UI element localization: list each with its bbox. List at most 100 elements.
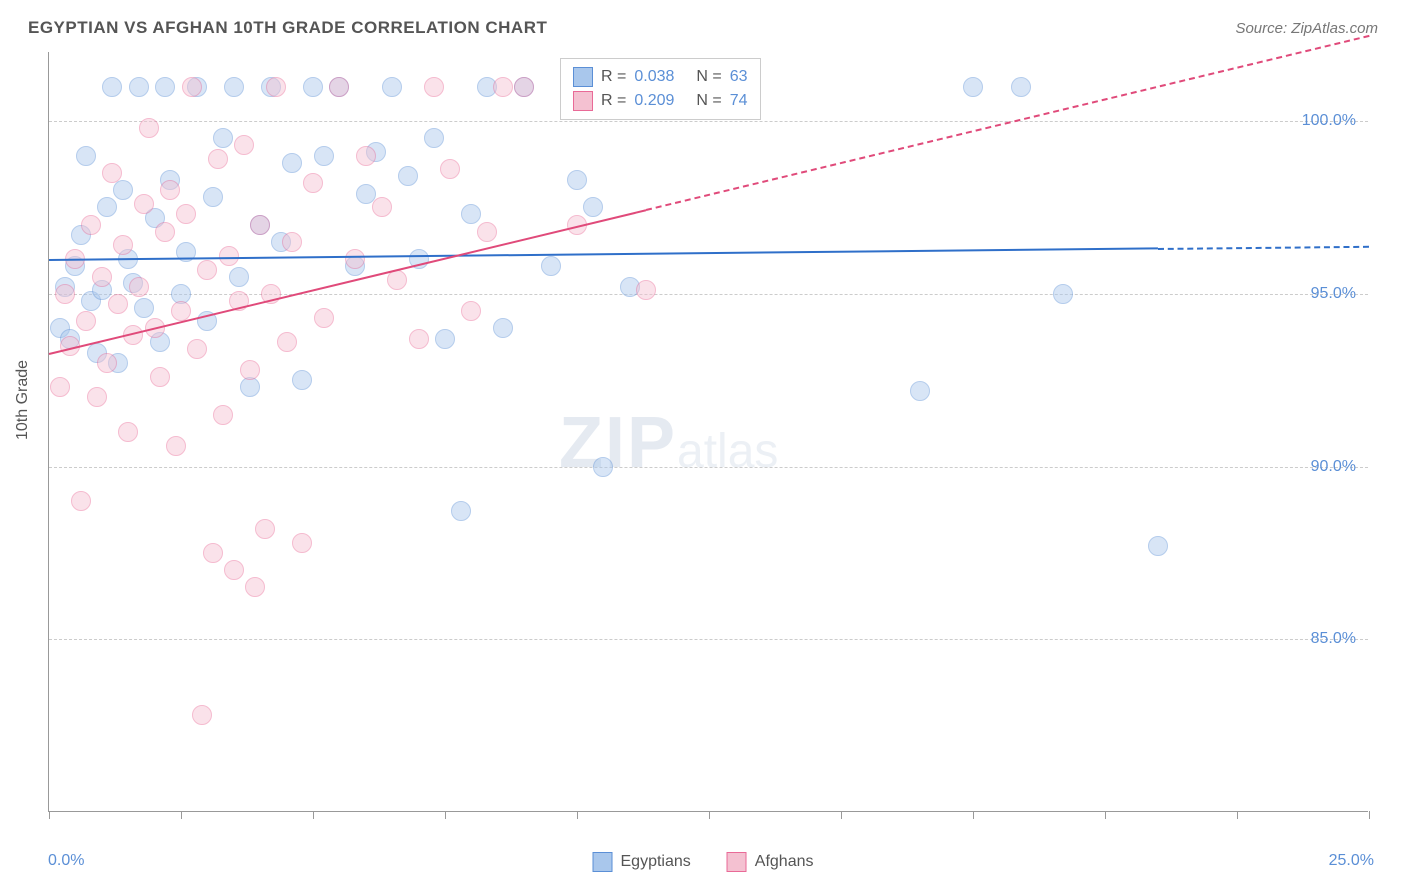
scatter-point	[493, 77, 513, 97]
scatter-point	[567, 170, 587, 190]
scatter-point	[108, 294, 128, 314]
legend-r-label: R =	[601, 68, 626, 86]
scatter-point	[71, 491, 91, 511]
scatter-point	[303, 173, 323, 193]
scatter-point	[176, 204, 196, 224]
scatter-point	[219, 246, 239, 266]
x-tick	[181, 811, 182, 819]
scatter-point	[292, 533, 312, 553]
scatter-point	[224, 560, 244, 580]
scatter-point	[493, 318, 513, 338]
legend-swatch	[573, 91, 593, 111]
scatter-point	[97, 353, 117, 373]
scatter-point	[224, 77, 244, 97]
scatter-point	[139, 118, 159, 138]
legend-r-value: 0.209	[634, 92, 674, 110]
scatter-point	[50, 377, 70, 397]
scatter-point	[282, 153, 302, 173]
legend-n-value: 63	[730, 68, 748, 86]
scatter-point	[963, 77, 983, 97]
x-tick	[1105, 811, 1106, 819]
scatter-point	[387, 270, 407, 290]
x-tick	[445, 811, 446, 819]
legend-swatch	[593, 852, 613, 872]
x-tick	[841, 811, 842, 819]
scatter-point	[292, 370, 312, 390]
scatter-point	[1053, 284, 1073, 304]
scatter-point	[55, 284, 75, 304]
scatter-point	[329, 77, 349, 97]
x-tick-label-max: 25.0%	[1329, 852, 1374, 870]
scatter-point	[134, 298, 154, 318]
scatter-point	[234, 135, 254, 155]
trend-line	[49, 248, 1158, 262]
scatter-point	[97, 197, 117, 217]
scatter-point	[593, 457, 613, 477]
scatter-point	[92, 267, 112, 287]
chart-source: Source: ZipAtlas.com	[1235, 20, 1378, 37]
x-tick	[313, 811, 314, 819]
legend-r-label: R =	[601, 92, 626, 110]
scatter-point	[187, 339, 207, 359]
scatter-point	[382, 77, 402, 97]
scatter-point	[541, 256, 561, 276]
scatter-point	[250, 215, 270, 235]
scatter-point	[910, 381, 930, 401]
x-tick	[709, 811, 710, 819]
chart-title: EGYPTIAN VS AFGHAN 10TH GRADE CORRELATIO…	[28, 18, 547, 38]
correlation-legend: R =0.038N =63R =0.209N =74	[560, 58, 761, 120]
scatter-point	[240, 360, 260, 380]
y-tick-label: 95.0%	[1311, 285, 1356, 303]
grid-line	[49, 467, 1368, 468]
legend-label: Afghans	[755, 853, 814, 871]
scatter-point	[166, 436, 186, 456]
scatter-point	[240, 377, 260, 397]
legend-swatch	[573, 67, 593, 87]
plot-area: ZIPatlas 85.0%90.0%95.0%100.0%	[48, 52, 1368, 812]
x-tick	[577, 811, 578, 819]
x-tick	[1369, 811, 1370, 819]
scatter-point	[409, 329, 429, 349]
scatter-point	[203, 187, 223, 207]
legend-n-label: N =	[696, 68, 721, 86]
scatter-point	[213, 128, 233, 148]
legend-row: R =0.209N =74	[573, 89, 748, 113]
scatter-point	[129, 77, 149, 97]
scatter-point	[372, 197, 392, 217]
grid-line	[49, 639, 1368, 640]
scatter-point	[424, 128, 444, 148]
scatter-point	[76, 311, 96, 331]
scatter-point	[155, 77, 175, 97]
scatter-point	[636, 280, 656, 300]
series-legend: Egyptians Afghans	[593, 852, 814, 872]
scatter-point	[424, 77, 444, 97]
scatter-point	[282, 232, 302, 252]
scatter-point	[514, 77, 534, 97]
scatter-point	[461, 204, 481, 224]
scatter-point	[171, 301, 191, 321]
grid-line	[49, 121, 1368, 122]
scatter-point	[102, 163, 122, 183]
scatter-point	[76, 146, 96, 166]
scatter-point	[398, 166, 418, 186]
scatter-point	[81, 215, 101, 235]
legend-swatch	[727, 852, 747, 872]
legend-item: Egyptians	[593, 852, 691, 872]
scatter-point	[197, 260, 217, 280]
scatter-point	[345, 249, 365, 269]
legend-r-value: 0.038	[634, 68, 674, 86]
scatter-point	[303, 77, 323, 97]
scatter-point	[192, 705, 212, 725]
x-tick	[973, 811, 974, 819]
legend-label: Egyptians	[621, 853, 691, 871]
scatter-point	[356, 146, 376, 166]
scatter-point	[451, 501, 471, 521]
watermark: ZIPatlas	[559, 402, 778, 484]
scatter-point	[440, 159, 460, 179]
scatter-point	[208, 149, 228, 169]
x-tick	[1237, 811, 1238, 819]
x-tick-label-min: 0.0%	[48, 852, 84, 870]
scatter-point	[266, 77, 286, 97]
scatter-point	[134, 194, 154, 214]
scatter-point	[583, 197, 603, 217]
